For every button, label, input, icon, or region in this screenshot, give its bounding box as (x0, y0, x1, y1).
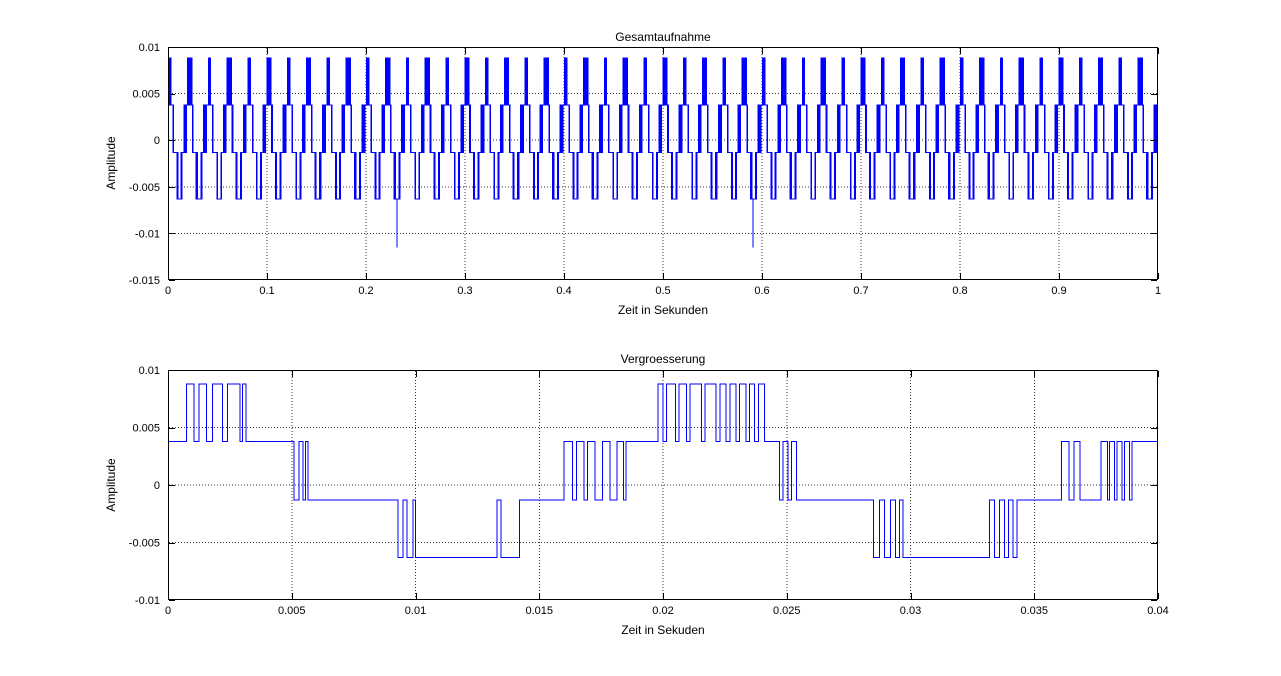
chart2-title: Vergroesserung (620, 352, 706, 366)
x-tick-label: 0.9 (1051, 285, 1066, 297)
x-tick-label: 0.8 (952, 285, 967, 297)
x-tick-label: 0.6 (754, 285, 769, 297)
x-tick-label: 0.1 (259, 285, 274, 297)
chart1-title: Gesamtaufnahme (615, 30, 711, 44)
y-tick-label: 0.005 (132, 423, 160, 435)
x-tick-label: 0.035 (1020, 605, 1048, 617)
x-tick-label: 0.02 (652, 605, 673, 617)
x-tick-label: 1 (1155, 285, 1161, 297)
chart2-xlabel: Zeit in Sekuden (621, 623, 705, 637)
x-tick-label: 0.025 (773, 605, 801, 617)
y-tick-label: -0.005 (129, 182, 160, 194)
y-tick-label: 0 (154, 480, 160, 492)
y-tick-label: -0.01 (135, 595, 160, 607)
y-tick-label: -0.015 (129, 275, 160, 287)
x-tick-label: 0.7 (853, 285, 868, 297)
axes-box (168, 370, 1158, 600)
chart2-ylabel: Amplitude (104, 458, 118, 512)
x-tick-label: 0.01 (405, 605, 426, 617)
chart1-xlabel: Zeit in Sekunden (617, 303, 709, 317)
x-tick-label: 0 (165, 605, 171, 617)
x-tick-label: 0 (165, 285, 171, 297)
signal-trace-vergroesserung (168, 383, 1158, 558)
axes-vergroesserung: 0 0.005 0.01 0.015 0.02 0.025 0.03 0.035 0.04 0.0… (129, 365, 1169, 617)
x-tick-label: 0.005 (278, 605, 306, 617)
signal-trace-gesamtaufnahme (168, 57, 1158, 248)
y-tick-label: -0.005 (129, 538, 160, 550)
y-tick-label: 0.005 (132, 89, 160, 101)
x-tick-label: 0.3 (457, 285, 472, 297)
x-tick-label: 0.5 (655, 285, 670, 297)
axes-box (168, 47, 1158, 280)
x-tick-label: 0.4 (556, 285, 571, 297)
y-tick-label: -0.01 (135, 228, 160, 240)
x-tick-label: 0.04 (1147, 605, 1168, 617)
chart1-ylabel: Amplitude (104, 136, 118, 190)
y-tick-label: 0.01 (139, 42, 160, 54)
y-tick-label: 0 (154, 135, 160, 147)
axes-gesamtaufnahme: 0 0.1 0.2 0.3 0.4 0.5 0.6 0.7 0.8 0.9 10.010.0050-… (129, 42, 1161, 297)
x-tick-label: 0.015 (525, 605, 553, 617)
y-tick-label: 0.01 (139, 365, 160, 377)
x-tick-label: 0.2 (358, 285, 373, 297)
x-tick-label: 0.03 (900, 605, 921, 617)
